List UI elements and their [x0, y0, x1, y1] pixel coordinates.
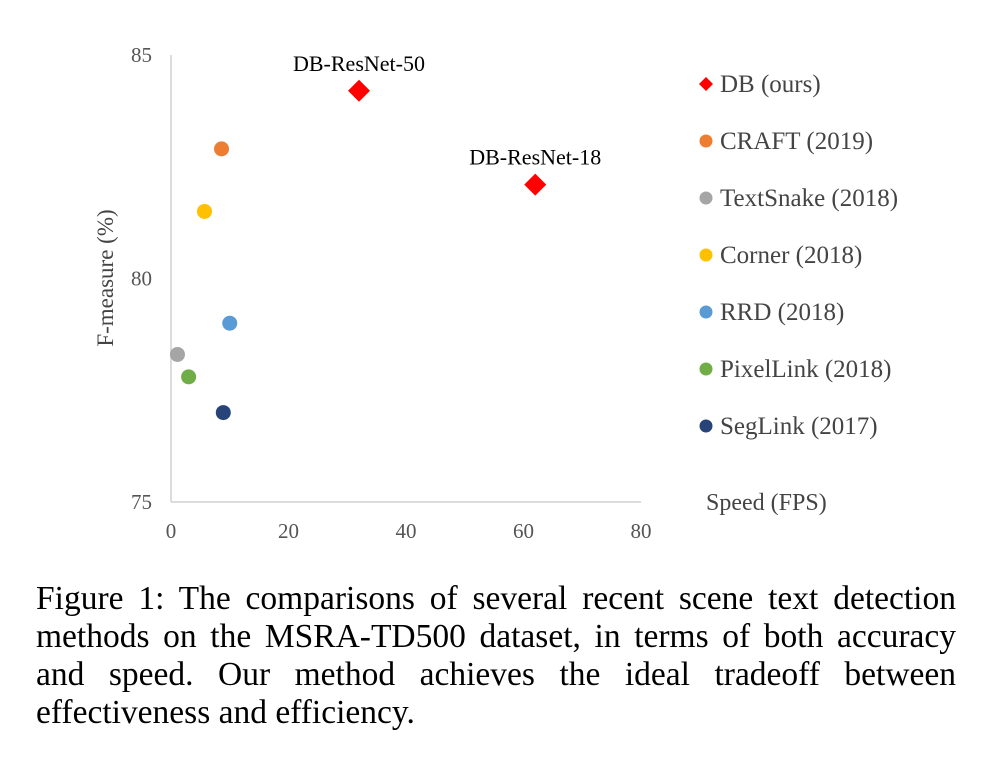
legend-label: DB (ours) — [720, 71, 821, 98]
y-tick-label: 85 — [131, 43, 152, 67]
y-axis-title: F-measure (%) — [93, 209, 118, 346]
legend-swatch — [699, 134, 713, 148]
legend-swatch — [699, 191, 713, 205]
axes: 0 20 40 60 80 85 80 75 — [131, 43, 652, 543]
data-label: DB-ResNet-18 — [469, 145, 601, 170]
legend-label: SegLink (2017) — [720, 413, 878, 440]
x-tick-label: 40 — [396, 519, 417, 543]
data-point — [222, 315, 238, 331]
x-tick-label: 60 — [513, 519, 534, 543]
figure-caption: Figure 1: The comparisons of several rec… — [36, 580, 956, 731]
legend-swatch — [699, 77, 713, 91]
legend-label: Corner (2018) — [720, 242, 862, 269]
legend-swatch — [699, 419, 713, 433]
scatter-chart: 0 20 40 60 80 85 80 75 DB-ResNet-50 DB-ResNet-18… — [93, 43, 898, 543]
legend-swatch — [699, 248, 713, 262]
legend: DB (ours) CRAFT (2019) TextSnake (2018) Cor… — [699, 71, 898, 440]
y-tick-label: 75 — [131, 490, 152, 514]
data-point — [215, 405, 231, 421]
x-tick-label: 80 — [631, 519, 652, 543]
legend-label: TextSnake (2018) — [720, 185, 898, 212]
legend-label: CRAFT (2019) — [720, 128, 873, 155]
data-point-diamond — [348, 79, 370, 102]
legend-label: PixelLink (2018) — [720, 356, 892, 383]
data-point — [181, 369, 197, 385]
x-tick-label: 20 — [278, 519, 299, 543]
legend-swatch — [699, 305, 713, 319]
data-point-diamond — [524, 173, 547, 196]
data-points: DB-ResNet-50 DB-ResNet-18 — [169, 51, 601, 421]
x-tick-label: 0 — [166, 519, 177, 543]
y-tick-label: 80 — [131, 267, 152, 291]
legend-label: RRD (2018) — [720, 299, 844, 326]
x-axis-title: Speed (FPS) — [706, 490, 827, 516]
data-point — [169, 346, 185, 362]
data-label: DB-ResNet-50 — [293, 51, 425, 76]
data-point — [196, 203, 212, 219]
legend-swatch — [699, 362, 713, 376]
data-point — [214, 141, 230, 157]
